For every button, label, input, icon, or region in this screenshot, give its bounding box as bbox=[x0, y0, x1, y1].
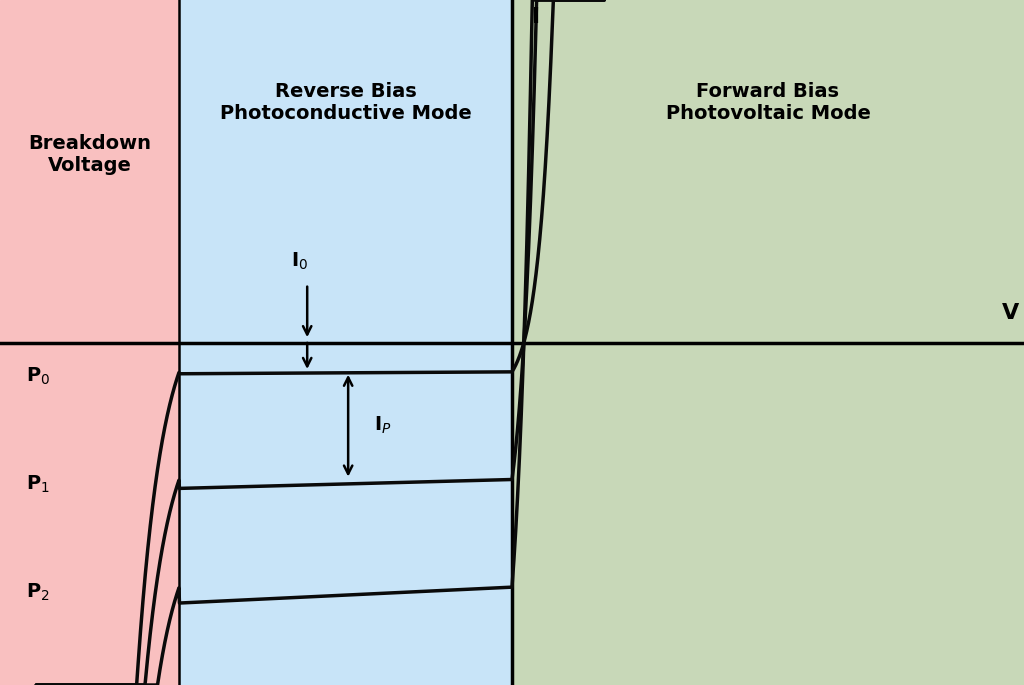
Text: P$_2$: P$_2$ bbox=[26, 582, 49, 603]
Text: V: V bbox=[1001, 303, 1019, 323]
Text: P$_0$: P$_0$ bbox=[26, 366, 50, 388]
Text: P$_1$: P$_1$ bbox=[26, 474, 49, 495]
Text: I$_P$: I$_P$ bbox=[374, 415, 391, 436]
Text: Reverse Bias
Photoconductive Mode: Reverse Bias Photoconductive Mode bbox=[220, 82, 471, 123]
Bar bbox=[179, 0, 512, 685]
Text: I$_0$: I$_0$ bbox=[291, 250, 308, 271]
Bar bbox=[0, 0, 179, 685]
Bar bbox=[512, 0, 1024, 685]
Text: I: I bbox=[532, 8, 541, 27]
Text: Breakdown
Voltage: Breakdown Voltage bbox=[28, 134, 152, 175]
Text: Forward Bias
Photovoltaic Mode: Forward Bias Photovoltaic Mode bbox=[666, 82, 870, 123]
